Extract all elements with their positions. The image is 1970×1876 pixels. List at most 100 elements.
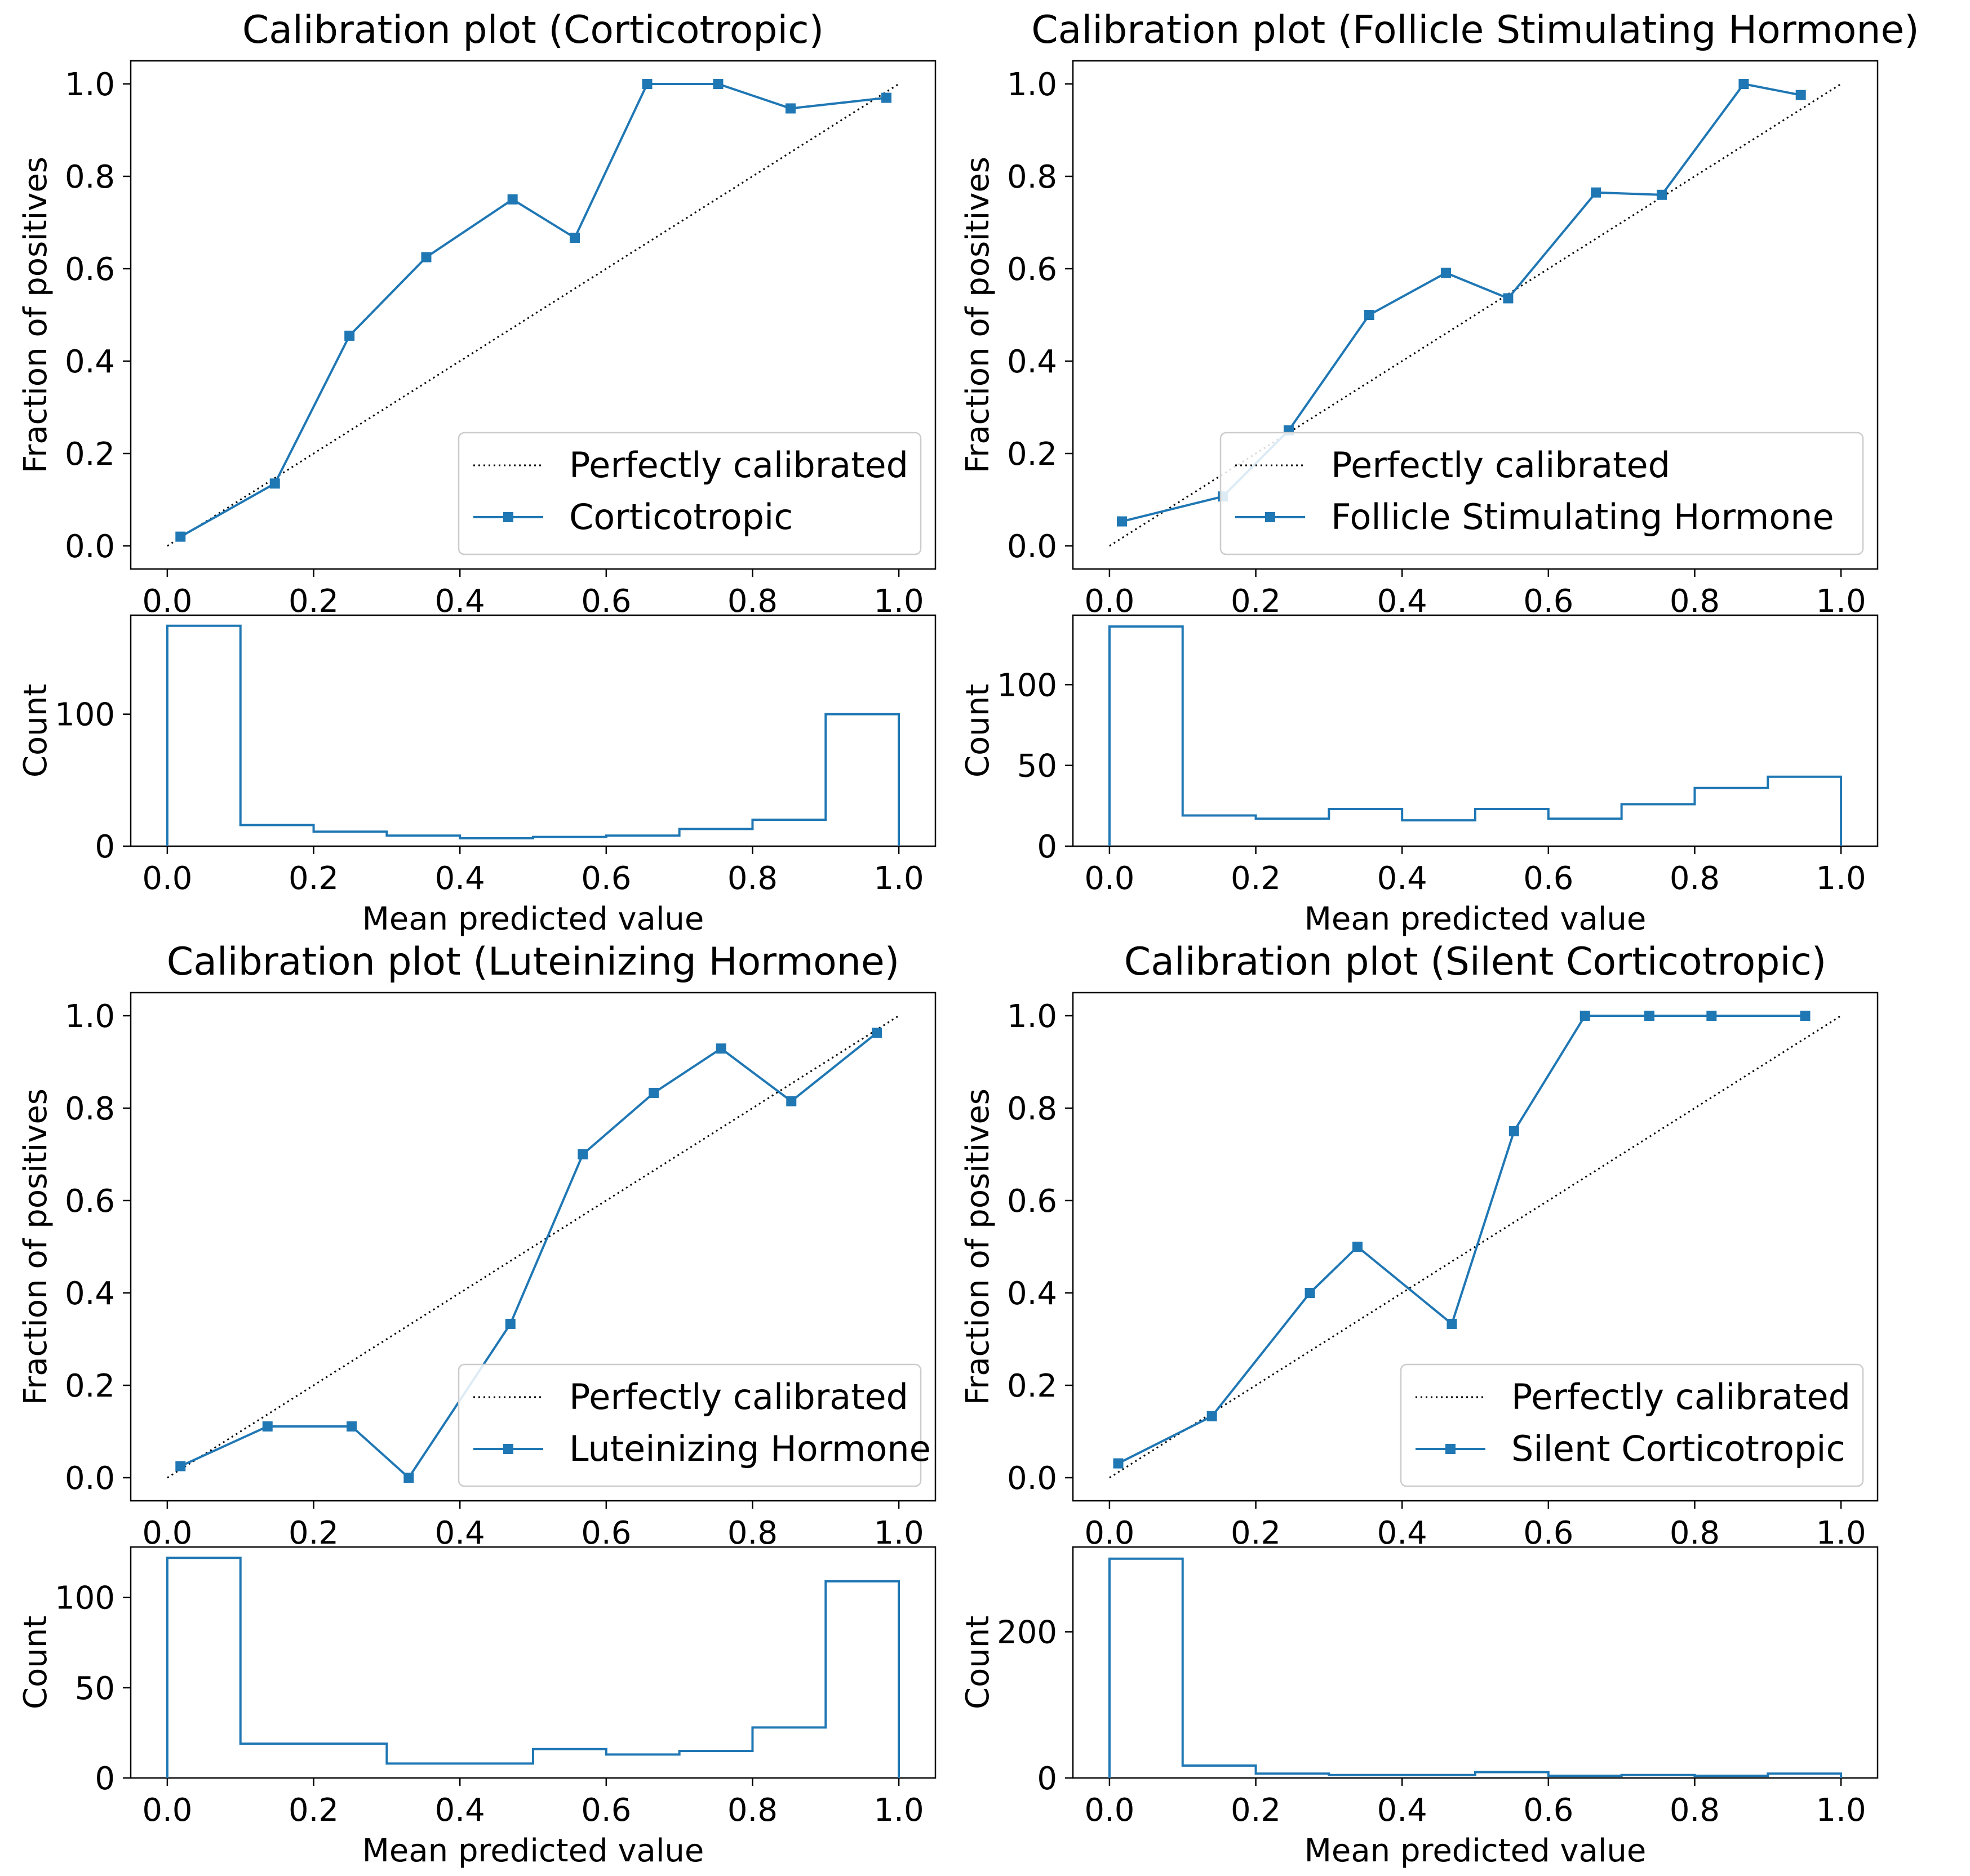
hist-x-tick-label: 0.6 <box>1523 1792 1573 1829</box>
calibration-curve <box>180 1032 878 1480</box>
panel-4: Calibration plot (Silent Corticotropic) 0… <box>960 940 1879 1869</box>
hist-x-tick-label: 1.0 <box>1816 860 1866 897</box>
chart-title: Calibration plot (Corticotropic) <box>242 8 824 52</box>
x-tick-label: 0.0 <box>142 1515 192 1552</box>
calibration-point <box>1441 268 1452 278</box>
hist-y-tick-label: 50 <box>75 1670 115 1707</box>
histogram-step <box>1108 1557 1843 1778</box>
y-tick-label: 1.0 <box>1007 66 1057 103</box>
calibration-point <box>269 478 280 489</box>
x-tick-label: 0.6 <box>581 1515 631 1552</box>
hist-y-axis-label: Count <box>960 684 996 777</box>
hist-y-tick-label: 0 <box>1037 829 1057 865</box>
legend-label-series: Luteinizing Hormone <box>569 1428 931 1469</box>
calibration-point <box>1800 1011 1811 1021</box>
histogram-axes-frame <box>1072 1546 1879 1779</box>
x-tick-label: 0.6 <box>581 583 631 620</box>
panel-2: Calibration plot (Follicle Stimulating H… <box>960 8 1919 937</box>
hist-y-axis-label: Count <box>960 1616 996 1709</box>
hist-y-tick-label: 100 <box>55 697 115 733</box>
x-tick-label: 0.2 <box>1231 583 1281 620</box>
panel-1: Calibration plot (Corticotropic) 0.0 0.2 0.… <box>17 8 937 937</box>
calibration-point <box>1657 189 1667 200</box>
calibration-point <box>347 1421 357 1432</box>
hist-x-tick-label: 0.0 <box>1084 860 1134 897</box>
hist-x-tick-label: 0.4 <box>1377 860 1427 897</box>
hist-x-tick-label: 0.8 <box>1670 1792 1720 1829</box>
hist-x-tick-label: 0.4 <box>435 860 485 897</box>
calibration-point <box>716 1043 726 1054</box>
calibration-point <box>1116 516 1127 527</box>
calibration-point <box>403 1473 414 1483</box>
hist-y-axis-label: Count <box>17 684 54 777</box>
calibration-point <box>1591 187 1601 198</box>
x-tick-label: 0.4 <box>1377 583 1427 620</box>
x-tick-label: 1.0 <box>1816 1515 1866 1552</box>
y-tick-label: 1.0 <box>1007 998 1057 1035</box>
legend-label-perfect: Perfectly calibrated <box>569 444 908 486</box>
calibration-point <box>175 1461 186 1472</box>
hist-x-tick-label: 0.0 <box>142 1792 192 1829</box>
x-tick-label: 0.2 <box>289 1515 339 1552</box>
legend-label-series: Corticotropic <box>569 496 793 537</box>
calibration-point <box>507 194 518 205</box>
calibration-curve <box>1117 1015 1805 1465</box>
calibration-point <box>262 1421 273 1432</box>
hist-x-tick-label: 1.0 <box>1816 1792 1866 1829</box>
calibration-point <box>1738 79 1749 89</box>
hist-x-tick-label: 0.2 <box>1231 860 1281 897</box>
calibration-point <box>1206 1411 1217 1421</box>
calibration-point <box>1644 1011 1654 1021</box>
calibration-point <box>175 531 186 542</box>
x-tick-label: 0.2 <box>1231 1515 1281 1552</box>
y-tick-label: 0.6 <box>1007 251 1057 288</box>
chart-title: Calibration plot (Luteinizing Hormone) <box>167 940 900 984</box>
y-tick-label: 0.8 <box>65 1091 115 1127</box>
calibration-point <box>872 1028 882 1038</box>
calibration-point <box>505 1318 516 1329</box>
hist-y-tick-label: 100 <box>997 667 1057 704</box>
calibration-point <box>1706 1011 1717 1021</box>
x-tick-label: 0.6 <box>1523 583 1573 620</box>
y-tick-label: 0.0 <box>1007 528 1057 565</box>
calibration-point <box>344 330 355 341</box>
y-tick-label: 0.4 <box>65 344 115 380</box>
y-tick-label: 0.0 <box>65 528 115 565</box>
hist-x-tick-label: 0.6 <box>581 1792 631 1829</box>
histogram-step <box>166 1557 900 1778</box>
calibration-point <box>713 79 724 89</box>
y-tick-label: 0.0 <box>1007 1460 1057 1497</box>
calibration-point <box>1113 1458 1124 1469</box>
hist-x-axis-label: Mean predicted value <box>362 1833 704 1869</box>
legend-marker-swatch <box>503 512 513 522</box>
calibration-point <box>785 103 796 114</box>
hist-x-tick-label: 0.0 <box>142 860 192 897</box>
hist-y-axis-label: Count <box>17 1616 54 1709</box>
legend-marker-swatch <box>503 1444 513 1454</box>
calibration-point <box>421 252 432 263</box>
x-tick-label: 0.0 <box>142 583 192 620</box>
x-tick-label: 0.8 <box>727 583 778 620</box>
y-tick-label: 0.0 <box>65 1460 115 1497</box>
histogram-axes-frame <box>130 1546 937 1779</box>
hist-x-tick-label: 1.0 <box>874 1792 924 1829</box>
hist-y-tick-label: 100 <box>55 1580 115 1617</box>
x-tick-label: 0.4 <box>435 1515 485 1552</box>
x-tick-label: 0.8 <box>727 1515 778 1552</box>
y-axis-label: Fraction of positives <box>960 157 996 473</box>
histogram-step <box>166 624 900 846</box>
perfectly-calibrated-line <box>167 83 899 547</box>
perfectly-calibrated-line <box>167 1015 899 1479</box>
histogram-axes-frame <box>1072 614 1879 847</box>
y-tick-label: 0.8 <box>65 159 115 195</box>
x-tick-label: 0.0 <box>1084 1515 1134 1552</box>
y-tick-label: 0.6 <box>65 1183 115 1220</box>
hist-x-tick-label: 0.4 <box>435 1792 485 1829</box>
calibration-axes-frame <box>130 992 937 1502</box>
perfectly-calibrated-line <box>1109 83 1842 547</box>
calibration-curve <box>180 83 887 538</box>
calibration-point <box>1579 1011 1590 1021</box>
legend-box <box>458 432 922 555</box>
y-axis-label: Fraction of positives <box>960 1088 996 1405</box>
calibration-axes-frame <box>1072 60 1879 570</box>
